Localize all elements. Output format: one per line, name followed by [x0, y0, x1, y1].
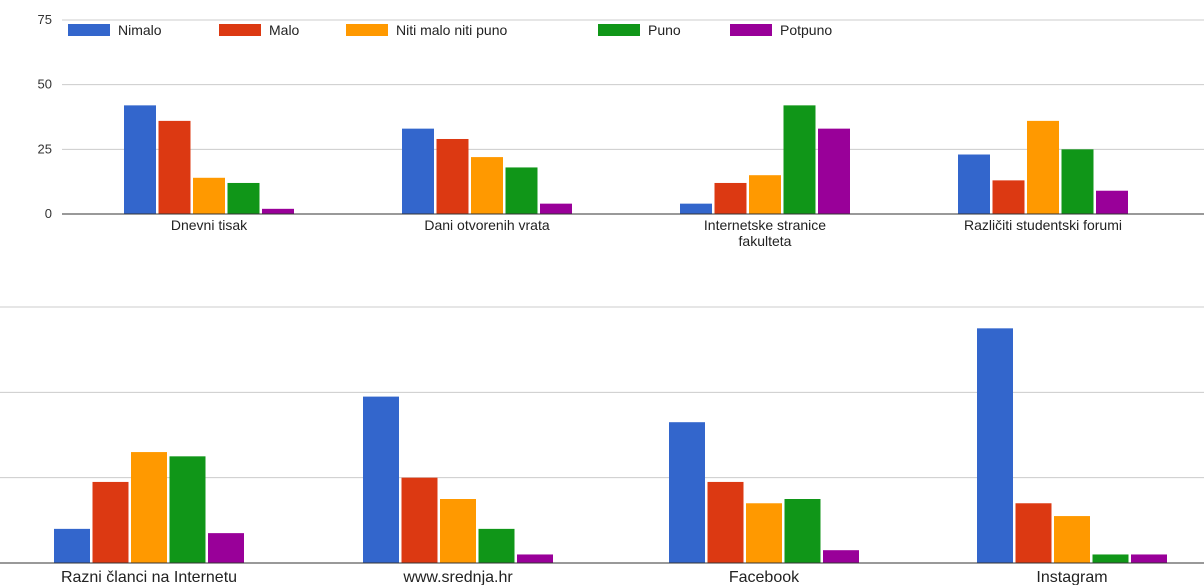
- x-category-label: Instagram: [1036, 569, 1107, 585]
- x-category-label: Facebook: [729, 569, 800, 585]
- bar-potpuno-facebook: [823, 550, 859, 563]
- bar-potpuno-www-srednja-hr: [517, 554, 553, 563]
- x-category-label: Dnevni tisak: [171, 217, 248, 233]
- bar-potpuno-dani-otvorenih-vrata: [540, 203, 572, 214]
- bar-malo-dnevni-tisak: [158, 120, 191, 214]
- legend-swatch-malo: [219, 24, 261, 36]
- x-category-label: Razni članci na Internetu: [61, 569, 237, 585]
- bar-malo-instagram: [1015, 503, 1052, 563]
- bar-niti-malo-niti-puno-razni-clanci-na-internetu: [131, 452, 167, 563]
- bar-malo-facebook: [707, 481, 744, 563]
- chart-top: 0 25 50 75 Dnevni tisak Dani otvorenih vrata I…: [38, 12, 1204, 249]
- chart-bottom: Razni članci na Internetu www.srednja.hr F…: [0, 306, 1204, 585]
- x-category-label: www.srednja.hr: [402, 569, 513, 585]
- legend-swatch-puno: [598, 24, 640, 36]
- legend-label-puno: Puno: [648, 22, 681, 38]
- bar-puno-dnevni-tisak: [227, 182, 260, 214]
- legend-label-malo: Malo: [269, 22, 300, 38]
- bar-niti-malo-niti-puno-www-srednja-hr: [440, 499, 476, 563]
- bar-potpuno-razliciti-studentski-forumi: [1096, 190, 1128, 214]
- bar-puno-facebook: [784, 499, 821, 563]
- legend-label-potpuno: Potpuno: [780, 22, 832, 38]
- bar-potpuno-internetske-stranice-fakulteta: [818, 128, 850, 214]
- bar-potpuno-dnevni-tisak: [262, 208, 294, 214]
- x-category-label: Dani otvorenih vrata: [424, 217, 550, 233]
- legend-swatch-nimalo: [68, 24, 110, 36]
- bar-puno-razliciti-studentski-forumi: [1061, 149, 1094, 214]
- legend-label-nimalo: Nimalo: [118, 22, 162, 38]
- bar-niti-malo-niti-puno-dnevni-tisak: [193, 177, 225, 214]
- bar-potpuno-razni-clanci-na-internetu: [208, 533, 244, 563]
- bar-nimalo-instagram: [977, 328, 1013, 563]
- y-tick-label: 75: [38, 12, 52, 27]
- bar-niti-malo-niti-puno-internetske-stranice-fakulteta: [749, 175, 781, 214]
- bar-niti-malo-niti-puno-dani-otvorenih-vrata: [471, 157, 503, 214]
- bar-niti-malo-niti-puno-facebook: [746, 503, 782, 563]
- bar-nimalo-www-srednja-hr: [363, 396, 399, 563]
- bar-puno-dani-otvorenih-vrata: [505, 167, 538, 214]
- bar-malo-internetske-stranice-fakulteta: [714, 182, 747, 214]
- bar-malo-www-srednja-hr: [401, 477, 438, 563]
- legend-swatch-niti-malo-niti-puno: [346, 24, 388, 36]
- bar-puno-razni-clanci-na-internetu: [169, 456, 206, 563]
- x-category-label: Različiti studentski forumi: [964, 217, 1122, 233]
- bar-malo-dani-otvorenih-vrata: [436, 138, 469, 214]
- bar-puno-instagram: [1092, 554, 1129, 563]
- x-category-label: fakulteta: [739, 233, 792, 249]
- legend-swatch-potpuno: [730, 24, 772, 36]
- bar-puno-internetske-stranice-fakulteta: [783, 105, 816, 214]
- bar-nimalo-dani-otvorenih-vrata: [402, 128, 434, 214]
- bar-nimalo-razni-clanci-na-internetu: [54, 528, 90, 563]
- y-tick-label: 0: [45, 206, 52, 221]
- bar-nimalo-razliciti-studentski-forumi: [958, 154, 990, 214]
- bar-malo-razni-clanci-na-internetu: [92, 481, 129, 563]
- y-tick-label: 50: [38, 77, 52, 92]
- bar-nimalo-internetske-stranice-fakulteta: [680, 203, 712, 214]
- bar-niti-malo-niti-puno-razliciti-studentski-forumi: [1027, 120, 1059, 214]
- bar-malo-razliciti-studentski-forumi: [992, 180, 1025, 214]
- legend-label-niti-malo-niti-puno: Niti malo niti puno: [396, 22, 507, 38]
- bar-potpuno-instagram: [1131, 554, 1167, 563]
- y-tick-label: 25: [38, 141, 52, 156]
- bar-nimalo-dnevni-tisak: [124, 105, 156, 214]
- x-category-label: Internetske stranice: [704, 217, 826, 233]
- bar-niti-malo-niti-puno-instagram: [1054, 516, 1090, 563]
- bar-nimalo-facebook: [669, 422, 705, 563]
- legend: Nimalo Malo Niti malo niti puno Puno Potpuno: [68, 22, 832, 38]
- bar-puno-www-srednja-hr: [478, 528, 515, 563]
